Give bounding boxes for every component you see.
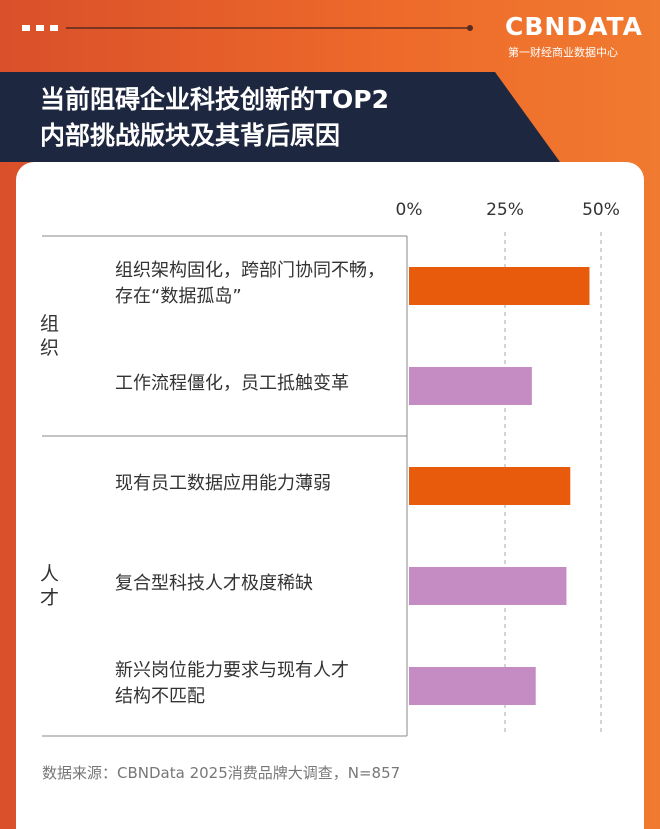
category-label: 现有员工数据应用能力薄弱: [115, 473, 331, 494]
brand-name: CBNDATA: [505, 12, 643, 41]
category-label: 新兴岗位能力要求与现有人才 结构不匹配: [115, 660, 349, 707]
source: 数据来源：CBNData 2025消费品牌大调查，N=857: [42, 764, 401, 782]
x-tick-label: 50%: [582, 200, 620, 220]
category-label: 工作流程僵化，员工抵触变革: [115, 373, 349, 394]
bar: [409, 267, 590, 305]
x-tick-label: 0%: [396, 200, 423, 220]
group-label: 组织: [40, 313, 60, 359]
bar: [409, 567, 567, 605]
bar: [409, 667, 536, 705]
x-tick-label: 25%: [486, 200, 524, 220]
title-line: 内部挑战版块及其背后原因: [40, 121, 341, 150]
bar: [409, 467, 571, 505]
category-label: 复合型科技人才极度稀缺: [115, 573, 313, 594]
bar: [409, 367, 532, 405]
brand-subtitle: 第一财经商业数据中心: [508, 46, 618, 59]
category-label: 组织架构固化，跨部门协同不畅， 存在“数据孤岛”: [115, 260, 385, 307]
group-label: 人才: [40, 563, 60, 609]
title: 当前阻碍企业科技创新的TOP2 内部挑战版块及其背后原因: [40, 82, 389, 154]
title-line: 当前阻碍企业科技创新的TOP2: [40, 85, 390, 114]
